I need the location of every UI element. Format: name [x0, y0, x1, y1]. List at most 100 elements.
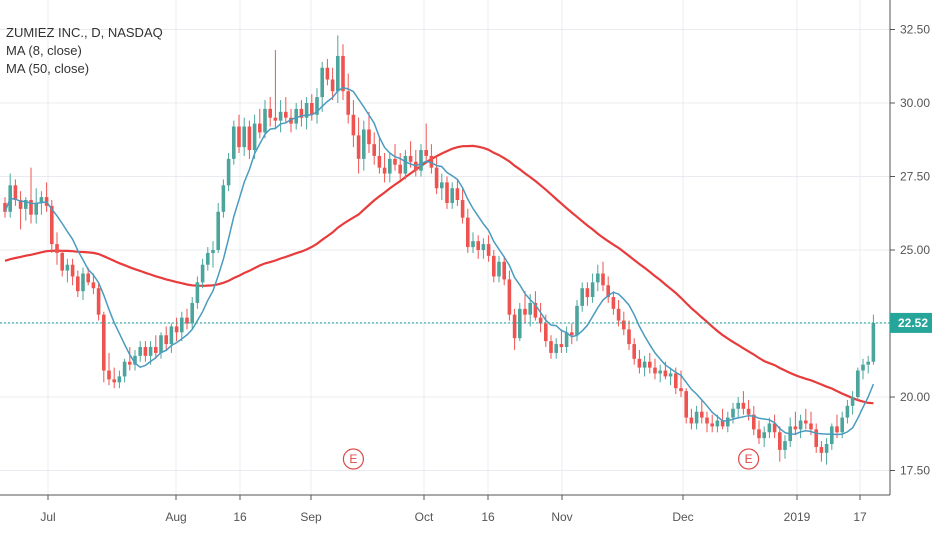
candle-body: [232, 126, 236, 159]
candle-body: [195, 282, 200, 303]
candle-body: [164, 335, 168, 345]
candle-body: [382, 167, 387, 174]
x-tick-label: Sep: [300, 510, 322, 524]
candle-body: [590, 282, 595, 298]
earnings-marker-label: E: [349, 452, 357, 466]
x-tick-label: Oct: [415, 510, 434, 524]
candle-body: [871, 322, 876, 362]
candle-body: [143, 347, 148, 356]
candle-body: [320, 67, 324, 98]
candle-body: [34, 202, 38, 215]
candle-body: [778, 432, 782, 450]
candle-body: [559, 344, 564, 348]
candle-body: [705, 417, 709, 424]
candle-body: [845, 405, 850, 418]
candle-body: [341, 55, 345, 92]
candle-body: [674, 373, 678, 389]
candle-body: [434, 167, 439, 189]
legend-ma50[interactable]: MA (50, close): [6, 61, 90, 76]
candle-body: [278, 111, 283, 121]
candle-body: [861, 364, 865, 371]
candle-body: [81, 273, 85, 292]
candle-body: [856, 370, 860, 397]
candles-layer: [3, 35, 876, 465]
candle-body: [575, 305, 579, 336]
candle-body: [424, 150, 428, 156]
last-price-tag: [890, 312, 932, 333]
candle-body: [497, 261, 501, 277]
x-tick-label: Aug: [165, 510, 186, 524]
candle-body: [377, 155, 382, 168]
candle-body: [393, 158, 397, 165]
x-tick-label: 2019: [784, 510, 811, 524]
candle-body: [50, 205, 54, 245]
y-tick-label: 30.00: [900, 96, 930, 110]
x-tick-label: Nov: [551, 510, 572, 524]
x-tick-label: 16: [481, 510, 495, 524]
candle-body: [154, 347, 158, 353]
y-tick-label: 17.50: [900, 464, 930, 478]
candle-body: [793, 426, 798, 430]
candle-body: [830, 426, 834, 445]
candle-body: [330, 79, 335, 92]
candle-body: [284, 111, 288, 118]
candle-body: [445, 182, 449, 203]
candle-body: [752, 414, 756, 430]
candle-body: [96, 288, 101, 315]
candle-body: [237, 126, 241, 148]
candle-body: [206, 252, 210, 265]
candle-body: [653, 367, 657, 374]
candle-body: [18, 200, 23, 209]
candle-body: [247, 126, 252, 151]
candle-body: [538, 317, 543, 324]
candle-body: [736, 402, 740, 409]
candle-body: [658, 370, 662, 374]
last-price-label: 22.52: [898, 316, 928, 330]
candle-body: [492, 255, 496, 277]
candle-body: [746, 408, 751, 415]
candle-body: [299, 108, 304, 118]
candle-body: [720, 420, 725, 427]
candle-body: [372, 144, 376, 156]
candle-body: [502, 261, 506, 280]
candle-body: [642, 361, 647, 368]
y-tick-label: 25.00: [900, 243, 930, 257]
candle-body: [273, 117, 278, 121]
legend: ZUMIEZ INC., D, NASDAQ MA (8, close) MA …: [6, 24, 163, 78]
candle-body: [518, 308, 522, 339]
candle-body: [86, 273, 90, 283]
candle-body: [3, 202, 7, 212]
ma8-layer: [4, 86, 875, 436]
candle-body: [544, 323, 548, 342]
candle-body: [24, 200, 28, 209]
candle-body: [356, 135, 361, 159]
candle-body: [211, 250, 215, 253]
candle-body: [481, 244, 486, 250]
legend-ma8[interactable]: MA (8, close): [6, 43, 82, 58]
candle-body: [138, 347, 142, 356]
candle-body: [263, 108, 267, 133]
candle-body: [824, 444, 829, 453]
candle-body: [767, 423, 772, 433]
candle-body: [585, 288, 590, 298]
candle-body: [731, 408, 735, 418]
candle-body: [190, 302, 194, 324]
earnings-marker-label: E: [745, 452, 753, 466]
earnings-marker: [737, 448, 760, 470]
candle-body: [450, 188, 454, 203]
candle-body: [398, 164, 402, 174]
x-tick-label: Dec: [672, 510, 693, 524]
candle-body: [419, 150, 423, 171]
candle-body: [252, 123, 257, 151]
candle-body: [351, 114, 356, 136]
candle-body: [128, 361, 132, 365]
candle-body: [180, 317, 184, 333]
candle-body: [216, 211, 220, 250]
candle-body: [159, 335, 163, 353]
candle-body: [388, 158, 392, 174]
candle-body: [55, 244, 59, 253]
candle-body: [637, 358, 642, 368]
candle-body: [762, 432, 766, 439]
candle-body: [200, 264, 205, 283]
